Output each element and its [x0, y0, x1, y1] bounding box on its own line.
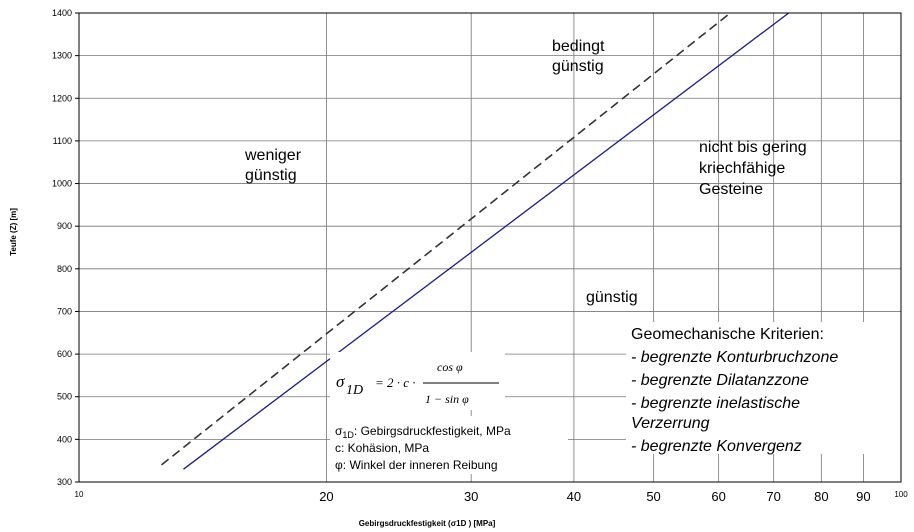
note-cohesion: c: Kohäsion, MPa: [335, 441, 429, 455]
plot-border: [78, 12, 902, 483]
y-tick-label: 400: [57, 434, 72, 444]
y-tick-label: 1300: [52, 51, 72, 61]
y-tick-label: 800: [57, 264, 72, 274]
criteria-title: Geomechanische Kriterien:: [631, 326, 824, 343]
y-tick-label: 1100: [53, 136, 72, 146]
region-weniger-line1: weniger: [244, 147, 302, 164]
y-tick-label: 300: [57, 477, 72, 487]
region-nicht-line1: nicht bis gering: [699, 139, 807, 156]
criteria-item-3: - begrenzte inelastische: [631, 395, 800, 412]
x-tick-label-minor: 60: [711, 489, 725, 504]
x-tick-label-minor: 40: [567, 489, 581, 504]
criteria-item-4: Verzerrung: [631, 415, 710, 432]
x-tick-label-minor: 50: [646, 489, 660, 504]
region-nicht-line3: Gesteine: [699, 181, 763, 198]
region-weniger-line2: günstig: [245, 167, 297, 184]
y-axis-title: Teufe (Z) [m]: [9, 208, 18, 256]
x-tick-label-minor: 90: [856, 489, 870, 504]
y-tick-label: 500: [57, 392, 72, 402]
note-sigma-subscript: 1D: [342, 430, 354, 440]
x-tick-label-minor: 20: [319, 489, 333, 504]
region-nicht-line2: kriechfähige: [699, 160, 785, 177]
series-line-solid: [183, 12, 790, 470]
y-tick-label: 1200: [52, 93, 72, 103]
note-sigma-text: : Gebirgsdruckfestigkeit, MPa: [354, 424, 511, 438]
region-guenstig: günstig: [586, 289, 638, 306]
formula-box: [330, 352, 505, 410]
series-line-dashed: [161, 12, 731, 466]
criteria-item-1: - begrenzte Konturbruchzone: [631, 349, 838, 366]
y-tick-label: 1000: [52, 179, 72, 189]
formula-numerator: cos φ: [437, 360, 463, 374]
y-tick-label: 700: [57, 306, 72, 316]
note-sigma-symbol: σ: [335, 424, 343, 438]
series-layer: [161, 12, 790, 470]
criteria-box: [626, 322, 902, 454]
formula-rhs: = 2 · c ·: [375, 375, 416, 390]
note-sigma: σ1D: Gebirgsdruckfestigkeit, MPa: [335, 424, 511, 440]
formula-denominator: 1 − sin φ: [425, 392, 469, 406]
y-tick-label: 900: [57, 221, 72, 231]
tick-labels: 300 400 500 600 700 800 900 1000 1100 1200 1300 140…: [52, 8, 908, 504]
x-tick-label-minor: 30: [464, 489, 478, 504]
region-bedingt-line2: günstig: [552, 58, 604, 75]
notes-box: [330, 416, 568, 474]
y-tick-label: 1400: [52, 8, 72, 18]
y-tick-label: 600: [57, 349, 72, 359]
note-friction: φ: Winkel der inneren Reibung: [335, 458, 498, 472]
criteria-item-5: - begrenzte Konvergenz: [631, 438, 802, 455]
x-tick-label-major: 10: [75, 490, 84, 499]
x-tick-label-minor: 80: [814, 489, 828, 504]
x-tick-label-minor: 70: [766, 489, 780, 504]
formula-subscript: 1D: [346, 383, 363, 398]
formula-sigma: σ: [336, 372, 345, 391]
x-axis-title: Gebirgsdruckfestigkeit (σ1D ) [MPa]: [359, 519, 496, 528]
x-tick-label-major: 100: [894, 490, 908, 499]
criteria-item-2: - begrenzte Dilatanzzone: [631, 372, 809, 389]
region-bedingt-line1: bedingt: [552, 38, 605, 55]
